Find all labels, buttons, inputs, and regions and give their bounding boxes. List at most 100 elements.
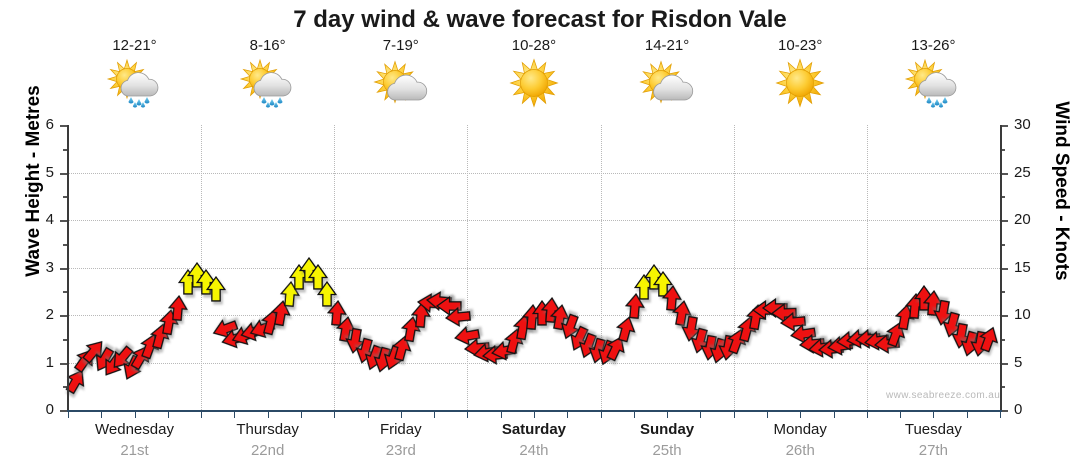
wind-direction-arrow bbox=[621, 291, 649, 319]
day-name: Sunday bbox=[639, 421, 695, 438]
x-tick bbox=[267, 410, 269, 418]
day-footer[interactable]: Sunday 25th bbox=[601, 420, 734, 462]
gridline-vertical bbox=[600, 125, 602, 410]
day-footer[interactable]: Friday 23rd bbox=[334, 420, 467, 462]
x-tick bbox=[833, 410, 835, 418]
gridline-horizontal bbox=[68, 220, 1000, 221]
y-tick-major-right bbox=[1000, 172, 1008, 175]
y-tick-minor-right bbox=[1000, 338, 1005, 341]
x-tick bbox=[167, 410, 169, 418]
day-footer[interactable]: Saturday 24th bbox=[467, 420, 600, 462]
wind-direction-arrow bbox=[435, 293, 462, 319]
day-header: 10-23° bbox=[734, 38, 867, 110]
x-tick bbox=[733, 410, 735, 418]
y-axis-left-label: 2 bbox=[45, 306, 54, 323]
x-tick bbox=[234, 410, 236, 418]
wind-direction-arrow bbox=[386, 332, 418, 364]
x-tick bbox=[667, 410, 669, 418]
day-footer[interactable]: Wednesday 21st bbox=[68, 420, 201, 462]
wind-direction-arrow bbox=[761, 295, 788, 321]
x-tick bbox=[600, 410, 602, 418]
y-tick-minor-left bbox=[63, 148, 68, 151]
x-tick bbox=[400, 410, 402, 418]
x-tick bbox=[534, 410, 535, 418]
y-axis-left-label: 5 bbox=[45, 163, 54, 181]
day-footer[interactable]: Monday 26th bbox=[734, 420, 867, 462]
wind-direction-arrow bbox=[972, 322, 1005, 355]
y-tick-minor-left bbox=[63, 243, 68, 246]
wind-direction-arrow bbox=[890, 302, 920, 332]
y-tick-major-right bbox=[1000, 267, 1008, 270]
day-date: 27th bbox=[918, 442, 948, 459]
day-footer[interactable]: Thursday 22nd bbox=[201, 420, 334, 462]
wind-direction-arrow bbox=[305, 264, 331, 290]
wind-direction-arrow bbox=[407, 301, 435, 329]
y-axis-left-label: 1 bbox=[45, 353, 54, 371]
day-header: 8-16° bbox=[201, 38, 334, 110]
x-tick bbox=[966, 410, 968, 418]
wind-direction-arrow bbox=[314, 280, 340, 307]
gridline-vertical bbox=[467, 125, 469, 410]
y-tick-major-left bbox=[60, 220, 68, 222]
x-axis-line bbox=[67, 410, 1002, 412]
y-axis-right-label: 10 bbox=[1014, 306, 1031, 323]
y-axis-left-label: 6 bbox=[45, 116, 54, 133]
y-axis-right-line bbox=[1000, 125, 1002, 411]
x-tick bbox=[367, 410, 369, 418]
y-tick-minor-right bbox=[1000, 243, 1005, 246]
x-tick bbox=[700, 410, 702, 418]
y-tick-major-left bbox=[60, 362, 68, 365]
day-date: 26th bbox=[785, 442, 815, 459]
wind-direction-arrow bbox=[444, 303, 472, 331]
temperature-range: 13-26° bbox=[911, 37, 956, 54]
day-name: Tuesday bbox=[904, 421, 962, 438]
y-tick-major-right bbox=[1000, 410, 1008, 412]
y-tick-major-left bbox=[60, 125, 68, 127]
gridline-horizontal bbox=[68, 362, 1000, 364]
y-axis-left-label: 4 bbox=[45, 211, 54, 228]
y-axis-left-line bbox=[67, 125, 69, 411]
x-tick bbox=[201, 410, 203, 418]
day-header: 12-21° bbox=[68, 38, 201, 110]
y-tick-major-right bbox=[1000, 125, 1008, 127]
sun-cloud-rain-icon bbox=[233, 58, 303, 110]
y-axis-right-label: 0 bbox=[1014, 401, 1023, 418]
y-axis-right-label: 30 bbox=[1014, 116, 1031, 133]
wind-direction-arrow bbox=[104, 339, 141, 376]
day-name: Wednesday bbox=[95, 421, 174, 438]
day-footer[interactable]: Tuesday 27th bbox=[867, 420, 1000, 462]
y-axis-left-label: 0 bbox=[45, 401, 54, 418]
day-header: 7-19° bbox=[334, 38, 467, 110]
wind-direction-arrow bbox=[276, 280, 304, 308]
gridline-vertical bbox=[334, 125, 336, 410]
sun-cloud-rain-icon bbox=[100, 58, 170, 110]
y-tick-minor-right bbox=[1000, 148, 1005, 151]
wind-direction-arrow bbox=[599, 331, 634, 366]
day-header: 14-21° bbox=[601, 38, 734, 110]
day-date: 23rd bbox=[385, 442, 416, 459]
day-date: 21st bbox=[120, 442, 149, 459]
gridline-vertical bbox=[201, 125, 203, 410]
y-tick-minor-left bbox=[63, 196, 68, 199]
x-tick bbox=[434, 410, 436, 418]
sun-cloud-icon bbox=[366, 58, 436, 110]
x-tick bbox=[467, 410, 469, 418]
day-name: Friday bbox=[379, 421, 422, 438]
x-tick bbox=[866, 410, 868, 418]
y-axis-right-label: 5 bbox=[1014, 353, 1023, 371]
x-tick bbox=[567, 410, 569, 418]
y-tick-major-left bbox=[60, 172, 68, 175]
y-tick-major-right bbox=[1000, 315, 1008, 317]
watermark: www.seabreeze.com.au bbox=[886, 390, 1001, 401]
x-tick bbox=[933, 410, 935, 418]
gridline-horizontal bbox=[68, 172, 1000, 174]
wind-direction-arrow bbox=[76, 332, 113, 369]
x-tick bbox=[301, 410, 302, 418]
temperature-range: 12-21° bbox=[112, 37, 157, 54]
temperature-range: 8-16° bbox=[249, 37, 286, 54]
wind-direction-arrow bbox=[323, 299, 351, 327]
wind-direction-arrow bbox=[658, 284, 686, 312]
y-tick-major-right bbox=[1000, 362, 1008, 365]
x-tick bbox=[633, 410, 635, 418]
